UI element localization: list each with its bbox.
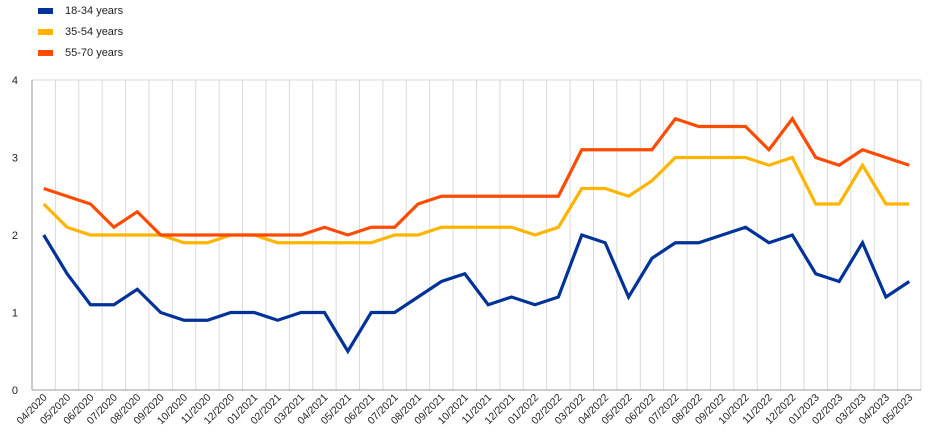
legend-item-18-34: 18-34 years [38, 0, 123, 21]
series-line-1 [42, 155, 910, 245]
series-line-2 [43, 115, 910, 237]
y-tick-label: 4 [12, 75, 18, 87]
x-tick-labels: 04/202005/202006/202007/202008/202009/20… [14, 392, 915, 427]
series-lines [42, 115, 911, 355]
legend-label-18-34: 18-34 years [65, 4, 124, 17]
y-tick-label: 1 [12, 308, 18, 320]
legend-swatch-18-34 [38, 7, 53, 14]
legend-item-35-54: 35-54 years [38, 21, 123, 42]
series-line-0 [42, 225, 911, 355]
y-tick-labels: 0 1 2 3 4 [12, 75, 18, 397]
legend-label-55-70: 55-70 years [65, 46, 124, 59]
legend-item-55-70: 55-70 years [38, 42, 123, 63]
legend-label-35-54: 35-54 years [65, 25, 124, 38]
y-tick-label: 3 [12, 153, 18, 165]
axes [31, 80, 921, 391]
legend: 18-34 years 35-54 years 55-70 years [38, 0, 123, 63]
legend-swatch-35-54 [38, 28, 53, 35]
legend-swatch-55-70 [38, 49, 53, 56]
y-tick-label: 0 [12, 385, 18, 397]
y-tick-label: 2 [12, 230, 18, 242]
